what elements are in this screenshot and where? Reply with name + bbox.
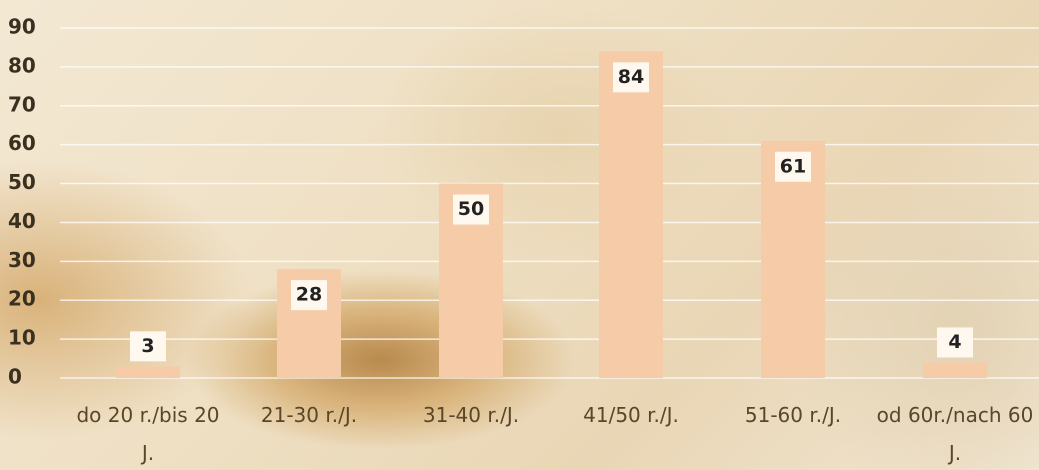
y-tick-label: 20 (8, 287, 36, 311)
y-tick-label: 70 (8, 92, 36, 116)
x-tick-label: 41/50 r./J. (551, 396, 711, 434)
chart: 0 10 20 30 40 50 60 70 80 90 3 28 50 84 61 4 do 20 r./b… (0, 0, 1039, 470)
value-label: 61 (780, 155, 806, 177)
value-label: 50 (458, 198, 484, 220)
value-label: 4 (948, 331, 961, 353)
value-label: 3 (141, 335, 154, 357)
x-tick-label: do 20 r./bis 20 J. (68, 396, 228, 470)
y-tick-label: 80 (8, 53, 36, 77)
y-tick-label: 10 (8, 326, 36, 350)
bar (116, 366, 180, 378)
bar (599, 51, 663, 378)
x-tick-label: 21-30 r./J. (229, 396, 389, 434)
x-tick-label: 51-60 r./J. (713, 396, 873, 434)
value-label: 28 (296, 284, 322, 306)
y-tick-label: 30 (8, 248, 36, 272)
x-tick-label: od 60r./nach 60 J. (875, 396, 1035, 470)
bar (923, 362, 987, 378)
y-tick-label: 60 (8, 131, 36, 155)
y-tick-label: 0 (8, 365, 22, 389)
y-tick-label: 90 (8, 15, 36, 39)
y-tick-label: 50 (8, 170, 36, 194)
x-tick-label: 31-40 r./J. (391, 396, 551, 434)
value-label: 84 (618, 66, 644, 88)
y-tick-label: 40 (8, 209, 36, 233)
